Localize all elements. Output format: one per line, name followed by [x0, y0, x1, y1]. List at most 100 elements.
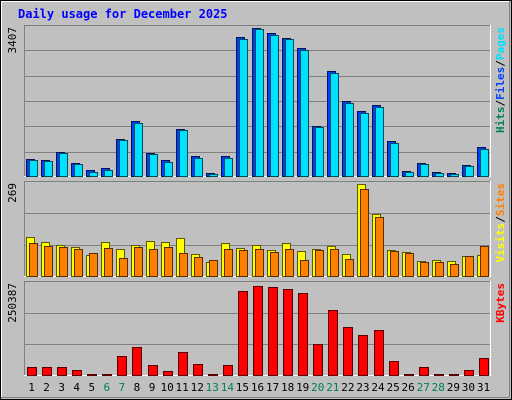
- bar-kbytes-day-5: [87, 374, 97, 376]
- x-tick-label: 18: [281, 381, 294, 394]
- x-tick-label: 19: [296, 381, 309, 394]
- x-tick-label: 22: [341, 381, 354, 394]
- bar-pages-day-17: [270, 35, 279, 177]
- bar-pages-day-20: [315, 127, 324, 177]
- bar-pages-day-16: [255, 29, 264, 177]
- bar-kbytes-day-1: [27, 367, 37, 376]
- bar-sites-day-5: [89, 253, 98, 277]
- x-tick-label: 3: [58, 381, 65, 394]
- x-tick-label: 7: [119, 381, 126, 394]
- bar-kbytes-day-26: [404, 374, 414, 376]
- bar-pages-day-18: [285, 39, 294, 177]
- bar-pages-day-25: [390, 143, 399, 177]
- legend-entry-pages: Pages: [494, 27, 507, 60]
- bar-pages-day-15: [239, 39, 248, 177]
- bar-sites-day-2: [44, 246, 53, 277]
- x-axis-labels: 1 2 3 4 5 6 7 8 9 10 11 12 13 14 15 16 17 18 19 20 21 22 23 24 2…: [28, 381, 490, 394]
- bar-kbytes-day-28: [434, 374, 444, 376]
- bar-kbytes-day-6: [102, 374, 112, 376]
- bar-kbytes-day-30: [464, 370, 474, 376]
- bar-sites-day-21: [330, 249, 339, 277]
- x-tick-label: 5: [88, 381, 95, 394]
- x-tick-label: 28: [432, 381, 445, 394]
- bar-sites-day-19: [300, 260, 309, 277]
- bar-pages-day-23: [360, 113, 369, 177]
- bar-sites-day-12: [194, 257, 203, 277]
- bar-sites-day-22: [345, 259, 354, 277]
- x-tick-label: 30: [462, 381, 475, 394]
- bar-kbytes-day-9: [148, 365, 158, 376]
- legend-separator: /: [494, 60, 507, 67]
- bar-kbytes-day-12: [193, 364, 203, 376]
- panel-sites-visits: 269 Visits/Sites: [6, 181, 507, 277]
- x-tick-label: 10: [160, 381, 173, 394]
- bar-pages-day-13: [209, 174, 218, 177]
- bar-sites-day-8: [134, 247, 143, 277]
- bar-kbytes-day-11: [178, 352, 188, 376]
- x-tick-label: 27: [417, 381, 430, 394]
- bar-kbytes-day-18: [283, 289, 293, 376]
- bar-kbytes-day-19: [298, 293, 308, 376]
- bar-sites-day-10: [164, 247, 173, 277]
- x-tick-label: 23: [356, 381, 369, 394]
- x-tick-label: 8: [134, 381, 141, 394]
- x-tick-label: 29: [447, 381, 460, 394]
- legend-separator: /: [494, 100, 507, 107]
- legend: KBytes: [494, 283, 507, 323]
- bar-sites-day-31: [480, 246, 489, 277]
- bar-sites-day-1: [29, 243, 38, 277]
- scale-label: 250387: [6, 283, 19, 323]
- bar-kbytes-day-7: [117, 356, 127, 376]
- bar-kbytes-day-4: [72, 370, 82, 376]
- bar-sites-day-6: [104, 248, 113, 277]
- legend-entry-visits: Visits: [494, 223, 507, 263]
- bar-sites-day-20: [315, 250, 324, 277]
- bar-pages-day-24: [375, 107, 384, 177]
- bar-pages-day-30: [465, 166, 474, 177]
- bar-pages-day-27: [420, 164, 429, 177]
- bar-kbytes-day-31: [479, 358, 489, 376]
- chart-title: Daily usage for December 2025: [18, 7, 228, 21]
- bar-pages-day-29: [450, 174, 459, 177]
- bar-pages-day-26: [405, 172, 414, 177]
- x-tick-label: 9: [149, 381, 156, 394]
- bar-pages-day-31: [480, 149, 489, 177]
- bar-sites-day-4: [74, 249, 83, 277]
- x-tick-label: 26: [402, 381, 415, 394]
- x-tick-label: 11: [176, 381, 189, 394]
- bar-kbytes-day-29: [449, 374, 459, 376]
- legend-entry-hits: Hits: [494, 107, 507, 134]
- x-tick-label: 12: [191, 381, 204, 394]
- bar-sites-day-7: [119, 258, 128, 277]
- bar-kbytes-day-17: [268, 287, 278, 376]
- x-tick-label: 1: [28, 381, 35, 394]
- bar-sites-day-9: [149, 249, 158, 277]
- bar-pages-day-10: [164, 162, 173, 177]
- bar-pages-day-1: [29, 160, 38, 177]
- x-tick-label: 2: [43, 381, 50, 394]
- legend-separator: /: [494, 216, 507, 223]
- bar-pages-day-8: [134, 123, 143, 177]
- bar-kbytes-day-2: [42, 367, 52, 376]
- bar-kbytes-day-3: [57, 367, 67, 376]
- x-tick-label: 13: [206, 381, 219, 394]
- bar-pages-day-11: [179, 130, 188, 177]
- panels: 3407Hits/Files/Pages269Visits/Sites25038…: [6, 25, 507, 376]
- x-tick-label: 6: [104, 381, 111, 394]
- bar-pages-day-12: [194, 158, 203, 177]
- bar-kbytes-day-21: [328, 310, 338, 376]
- x-tick-label: 14: [221, 381, 235, 394]
- legend: Hits/Files/Pages: [494, 27, 507, 133]
- bar-sites-day-18: [285, 249, 294, 277]
- x-tick-label: 20: [311, 381, 324, 394]
- panel-kbytes: 250387 KBytes: [6, 281, 507, 376]
- bar-pages-day-5: [89, 172, 98, 177]
- bar-kbytes-day-13: [208, 374, 218, 376]
- bar-sites-day-28: [435, 262, 444, 277]
- bar-pages-day-4: [74, 164, 83, 177]
- bar-kbytes-day-27: [419, 367, 429, 376]
- bar-sites-day-23: [360, 189, 369, 277]
- bar-kbytes-day-24: [374, 330, 384, 376]
